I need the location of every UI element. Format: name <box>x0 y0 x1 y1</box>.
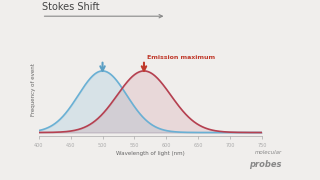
Text: molecular: molecular <box>254 150 282 155</box>
Y-axis label: Frequency of event: Frequency of event <box>31 63 36 116</box>
X-axis label: Wavelength of light (nm): Wavelength of light (nm) <box>116 151 185 156</box>
Text: Stokes Shift: Stokes Shift <box>42 2 99 12</box>
Text: Emission maximum: Emission maximum <box>147 55 215 60</box>
Text: probes: probes <box>249 160 282 169</box>
